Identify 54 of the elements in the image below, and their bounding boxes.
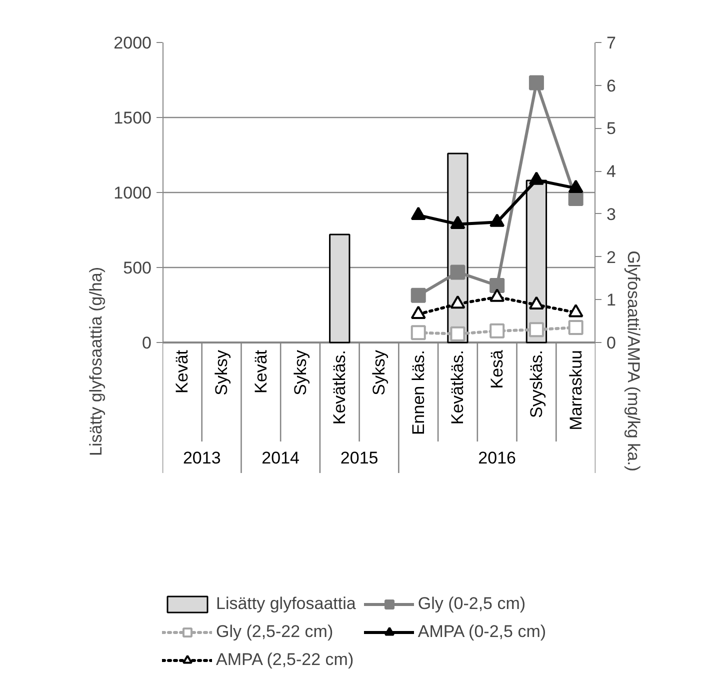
legend-label: Gly (2,5-22 cm) (216, 622, 334, 642)
y-tick-label: 0 (142, 334, 152, 352)
point (528, 296, 544, 310)
point (450, 216, 466, 229)
y-tick-label: 1500 (114, 108, 152, 128)
legend-label: AMPA (2,5-22 cm) (216, 650, 354, 670)
point (410, 325, 426, 340)
text: 2016 (478, 448, 516, 468)
x-tick-label: Ennen käs. (408, 350, 428, 436)
y-tick-label: 500 (123, 258, 152, 278)
point (410, 206, 426, 220)
y-tick-label: 1000 (114, 184, 152, 202)
legend-label: Lisätty glyfosaattia (216, 594, 356, 614)
point (568, 180, 584, 193)
point (490, 214, 505, 227)
point (528, 322, 544, 338)
legend-label: Gly (0-2,5 cm) (418, 594, 526, 614)
point (450, 326, 466, 342)
y2-tick-label: 7 (606, 34, 616, 52)
x-tick-label: Kesä (488, 349, 507, 389)
y2-axis-title: Glyfosaatti/AMPA (mg/kg ka.) (624, 250, 643, 472)
point (490, 278, 505, 293)
text: 2015 (340, 448, 378, 468)
bar (329, 234, 350, 344)
point (450, 264, 466, 280)
y2-tick-label: 1 (606, 290, 616, 310)
x-tick-label: Marraskuu (566, 350, 586, 430)
point (528, 172, 544, 185)
point (410, 306, 426, 319)
point (490, 323, 505, 338)
x-tick-label: Syksy (290, 350, 310, 396)
text: 2013 (182, 448, 221, 468)
point (450, 295, 466, 309)
text: 2014 (262, 448, 300, 468)
y2-tick-label: 6 (606, 76, 616, 96)
legend-label: AMPA (0-2,5 cm) (418, 622, 546, 642)
x-tick-label: Kevätkäs. (448, 350, 468, 425)
point (490, 288, 505, 302)
point (568, 320, 584, 335)
x-tick-label: Syksy (370, 350, 388, 396)
x-tick-label: Kevät (251, 350, 270, 394)
point (568, 304, 584, 318)
x-tick-label: Syyskäs. (526, 350, 546, 418)
x-tick-label: Kevät (172, 350, 192, 394)
y2-tick-label: 2 (606, 248, 616, 267)
y2-tick-label: 3 (606, 204, 616, 224)
y2-tick-label: 4 (606, 162, 616, 182)
y2-tick-label: 0 (606, 334, 616, 352)
x-tick-label: Kevätkäs. (330, 350, 350, 425)
y-tick-label: 2000 (114, 34, 152, 52)
y-axis-title: Lisätty glyfosaattia (g/ha) (86, 267, 106, 456)
x-tick-label: Syksy (212, 350, 232, 396)
point (410, 288, 426, 303)
y2-tick-label: 5 (606, 119, 616, 138)
